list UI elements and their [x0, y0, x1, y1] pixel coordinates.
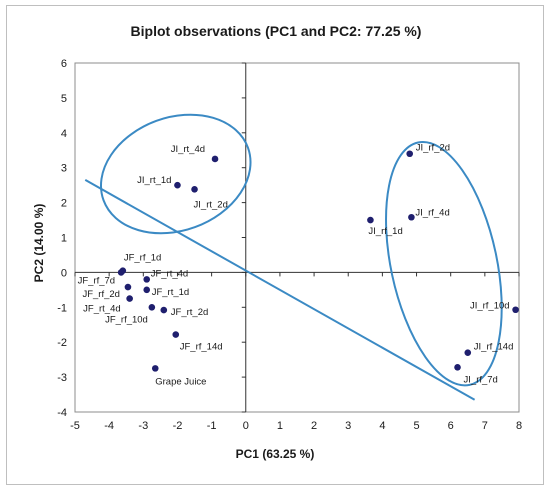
x-tick-label: 1 — [277, 420, 283, 432]
point-label: JI_rf_1d — [368, 226, 402, 237]
data-point — [143, 286, 151, 294]
data-point — [464, 349, 472, 356]
x-tick-label: -1 — [207, 420, 217, 432]
point-label: JI_rf_10d — [470, 301, 510, 312]
point-label: JF_rt_4d — [83, 304, 121, 315]
chart-title: Biplot observations (PC1 and PC2: 77.25 … — [131, 23, 422, 39]
x-tick-label: -5 — [70, 420, 80, 432]
chart-frame — [6, 5, 544, 485]
y-tick-label: 6 — [61, 58, 67, 70]
data-point — [172, 331, 180, 338]
point-label: JF_rt_1d — [152, 287, 190, 298]
x-tick-label: 3 — [345, 420, 351, 432]
data-point — [512, 306, 519, 314]
y-tick-label: 1 — [61, 233, 67, 245]
point-label: JF_rf_7d — [78, 275, 116, 286]
point-label: JI_rf_14d — [474, 342, 514, 353]
point-label: JI_rt_1d — [137, 175, 171, 186]
data-point — [143, 276, 151, 283]
x-tick-label: 7 — [482, 420, 488, 432]
cluster-ellipse-rf — [385, 140, 503, 387]
data-point — [126, 295, 133, 302]
trend-line — [84, 179, 476, 401]
y-tick-label: -1 — [57, 302, 67, 314]
data-point — [191, 186, 198, 193]
y-tick-label: 3 — [61, 163, 67, 175]
x-tick-label: -2 — [173, 420, 183, 432]
data-point — [160, 306, 168, 314]
point-label: JI_rt_2d — [194, 199, 228, 210]
y-tick-label: -2 — [57, 337, 67, 349]
x-tick-label: -3 — [138, 420, 148, 432]
data-point — [454, 364, 461, 371]
y-tick-label: -3 — [57, 372, 67, 384]
data-point — [367, 216, 374, 224]
x-tick-label: 4 — [379, 420, 385, 432]
y-tick-label: -4 — [57, 407, 67, 419]
x-tick-label: 5 — [413, 420, 419, 432]
data-point — [151, 365, 159, 372]
data-point — [174, 181, 181, 189]
plot-area: -5 -4 -3 -2 -1 0 1 2 3 4 5 6 7 8-4-3-2-10123456JI_rt_… — [57, 58, 522, 432]
data-point — [408, 213, 415, 221]
data-point — [117, 269, 125, 276]
data-point — [148, 304, 156, 311]
x-tick-label: -4 — [104, 420, 114, 432]
point-label: JF_rt_4d — [151, 268, 189, 279]
data-point — [124, 283, 132, 291]
point-label: JI_rf_4d — [415, 207, 449, 218]
x-tick-label: 2 — [311, 420, 317, 432]
cluster-ellipse-rt — [99, 113, 252, 235]
point-label: Grape Juice — [155, 376, 206, 387]
point-label: JI_rf_2d — [416, 143, 450, 154]
plot-border — [74, 62, 520, 413]
point-label: JF_rf_10d — [105, 314, 148, 325]
point-label: JF_rf_14d — [180, 342, 223, 353]
point-label: JF_rf_1d — [124, 253, 162, 264]
point-label: JI_rt_4d — [171, 144, 205, 155]
x-tick-label: 6 — [448, 420, 454, 432]
y-tick-label: 5 — [61, 93, 67, 105]
point-label: JI_rf_7d — [464, 374, 498, 385]
point-label: JF_rf_2d — [82, 289, 120, 300]
y-tick-label: 0 — [61, 267, 67, 279]
y-tick-label: 4 — [61, 128, 67, 140]
x-tick-label: 0 — [243, 420, 249, 432]
x-axis-title: PC1 (63.25 %) — [236, 447, 315, 461]
point-label: JF_rt_2d — [171, 307, 209, 318]
data-point — [406, 150, 414, 158]
data-point — [211, 155, 219, 163]
y-axis-title: PC2 (14.00 %) — [32, 204, 46, 283]
y-tick-label: 2 — [61, 198, 67, 210]
x-tick-label: 8 — [516, 420, 522, 432]
